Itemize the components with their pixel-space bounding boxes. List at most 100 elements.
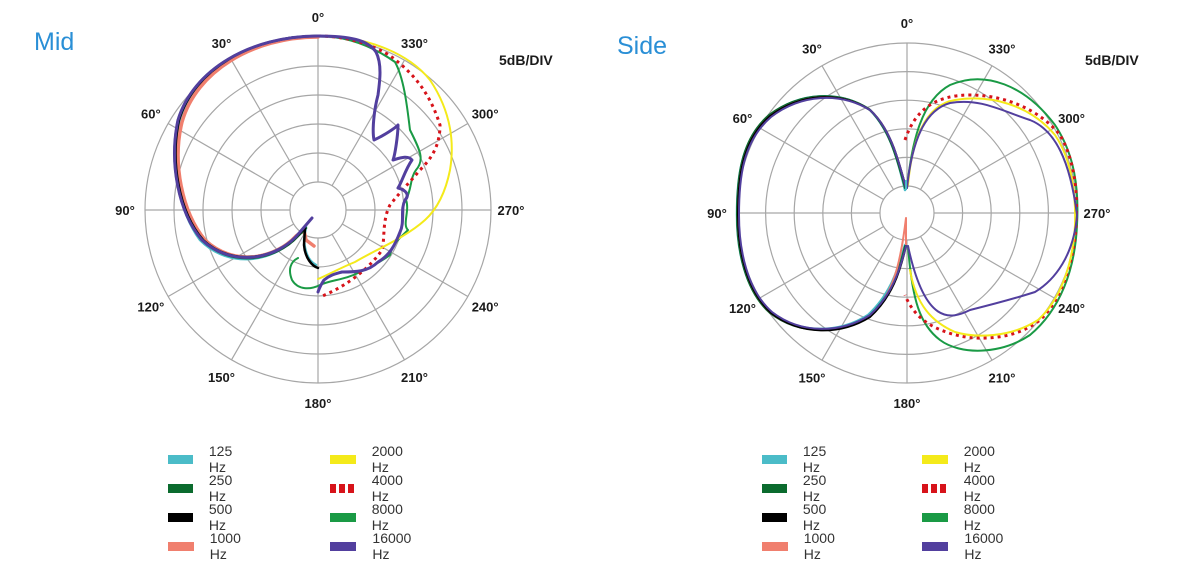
mid-spoke (167, 223, 295, 298)
legend-swatch (762, 541, 788, 551)
legend-label: 2000 Hz (371, 443, 403, 475)
legend-swatch (168, 541, 194, 551)
legend-label: 500 Hz (802, 501, 827, 533)
mid-angle-label: 180° (305, 396, 332, 411)
side-legend-item: 8000 Hz (922, 501, 1003, 533)
mid-curve-16000-hz-left (173, 34, 320, 259)
legend-label: 16000 Hz (372, 530, 412, 562)
legend-label: 8000 Hz (963, 501, 995, 533)
legend-label: 250 Hz (208, 472, 233, 504)
legend-label: 250 Hz (802, 472, 827, 504)
mid-spoke (230, 59, 305, 187)
mid-spoke (341, 223, 469, 298)
mid-angle-label: 90° (115, 203, 135, 218)
mid-curve-16000-hz (316, 34, 414, 294)
legend-swatch (922, 512, 948, 522)
side-spoke (821, 65, 895, 190)
side-spoke (759, 127, 884, 201)
side-polar-grid: 0° 330° 300° 270° 240° 210° 180° 150° 120° 90° 60°… (707, 16, 1110, 411)
side-spoke (919, 236, 993, 361)
side-angle-label: 30° (802, 41, 822, 56)
mid-angle-label: 0° (312, 10, 324, 25)
mid-panel: Mid 5dB/DIV (34, 28, 553, 68)
side-angle-label: 120° (729, 301, 756, 316)
legend-label: 8000 Hz (371, 501, 403, 533)
mid-angle-label: 210° (401, 370, 428, 385)
side-legend-item: 500 Hz (762, 501, 835, 533)
side-angle-label: 0° (901, 16, 913, 31)
side-angle-label: 210° (989, 371, 1016, 386)
mid-legend-item: 4000 Hz (330, 472, 411, 504)
side-curve-4000-hz (903, 93, 1079, 340)
legend-swatch (762, 483, 787, 493)
legend-label: 1000 Hz (209, 530, 241, 562)
mid-spoke (167, 122, 295, 197)
mid-ring (289, 181, 347, 239)
mid-legend-item: 1000 Hz (168, 530, 249, 562)
legend-swatch (330, 541, 357, 551)
legend-swatch (922, 483, 948, 493)
mid-angle-label: 150° (208, 370, 235, 385)
side-legend-item: 2000 Hz (922, 443, 1003, 475)
legend-swatch (330, 512, 356, 522)
mid-spoke (230, 233, 305, 361)
mid-spoke (341, 122, 469, 197)
legend-swatch (168, 512, 193, 522)
legend-label: 4000 Hz (371, 472, 403, 504)
mid-spoke (331, 59, 406, 187)
legend-label: 125 Hz (802, 443, 827, 475)
mid-legend-item: 250 Hz (168, 472, 241, 504)
side-legend-item: 250 Hz (762, 472, 835, 504)
side-angle-label: 330° (989, 41, 1016, 56)
side-curve-8000-hz (906, 78, 1079, 352)
mid-angle-label: 120° (137, 300, 164, 315)
side-angle-label: 180° (894, 396, 921, 411)
side-scale-label: 5dB/DIV (1085, 52, 1139, 68)
mid-angle-label: 240° (472, 300, 499, 315)
side-legend-item: 125 Hz (762, 443, 835, 475)
side-angle-label: 90° (707, 206, 727, 221)
legend-label: 125 Hz (208, 443, 233, 475)
side-spoke (930, 225, 1055, 299)
side-legend-item: 1000 Hz (762, 530, 843, 562)
mid-curve-8000-hz (289, 35, 422, 290)
mid-angle-label: 30° (212, 36, 232, 51)
legend-label: 16000 Hz (964, 530, 1004, 562)
legend-swatch (922, 541, 949, 551)
legend-swatch (922, 454, 948, 464)
legend-label: 500 Hz (208, 501, 233, 533)
side-angle-label: 150° (799, 371, 826, 386)
legend-swatch (762, 512, 787, 522)
mid-polar-curves (173, 34, 453, 299)
side-spoke (930, 127, 1055, 201)
side-chart-title: Side (617, 32, 668, 60)
mid-polar-grid: 0° 330° 300° 270° 240° 210° 180° 150° 120° 90° 60°… (115, 10, 524, 411)
legend-swatch (330, 483, 356, 493)
mid-angle-label: 300° (472, 107, 499, 122)
legend-swatch (168, 454, 193, 464)
legend-swatch (762, 454, 787, 464)
legend-swatch (330, 454, 356, 464)
legend-label: 1000 Hz (803, 530, 835, 562)
mid-curve-1000-hz (176, 35, 320, 259)
mid-legend-item: 8000 Hz (330, 501, 411, 533)
mid-scale-label: 5dB/DIV (499, 52, 553, 68)
side-curve-16000-hz-left (738, 96, 907, 330)
mid-legend-item: 16000 Hz (330, 530, 419, 562)
mid-legend-item: 500 Hz (168, 501, 241, 533)
legend-label: 4000 Hz (963, 472, 995, 504)
legend-swatch (168, 483, 193, 493)
side-spoke (821, 236, 895, 361)
side-panel: Side 5dB/DIV (600, 0, 1200, 580)
mid-angle-label: 330° (401, 36, 428, 51)
side-angle-label: 240° (1058, 301, 1085, 316)
mid-angle-label: 60° (141, 107, 161, 122)
mid-chart-title: Mid (34, 28, 75, 56)
side-legend-item: 4000 Hz (922, 472, 1003, 504)
side-angle-label: 60° (733, 111, 753, 126)
mid-curve-2000-hz (317, 35, 453, 280)
mid-legend-item: 2000 Hz (330, 443, 411, 475)
side-angle-label: 300° (1058, 111, 1085, 126)
mid-legend-item: 125 Hz (168, 443, 241, 475)
